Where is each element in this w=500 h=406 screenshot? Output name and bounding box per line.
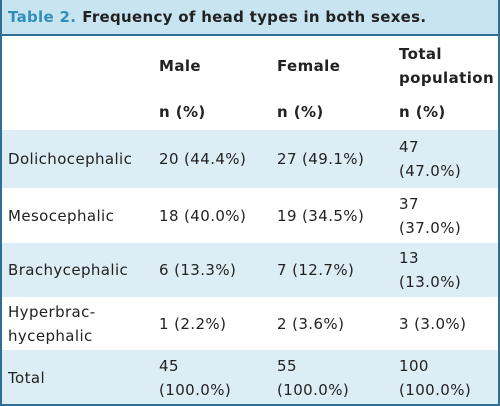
table-cell: 1 (2.2%) — [159, 314, 227, 333]
table-cell: 20 (44.4%) — [159, 150, 247, 168]
row-label: Total — [8, 369, 46, 387]
table-cell: 19 (34.5%) — [277, 206, 365, 225]
table-cell: 7 (12.7%) — [277, 261, 355, 279]
table-row: Dolichocephalic 20 (44.4%) 27 (49.1%) 47 (4… — [2, 130, 498, 188]
column-unit: n (%) — [159, 103, 206, 121]
table-title: Frequency of head types in both sexes. — [82, 8, 427, 26]
column-header: Male — [159, 57, 201, 75]
column-header: Total population — [399, 45, 495, 87]
unit-row: n (%) n (%) n (%) — [2, 94, 498, 130]
table-label: Table 2. — [8, 8, 77, 26]
table-row: Brachycephalic 6 (13.3%) 7 (12.7%) 13 (13.0… — [2, 243, 498, 297]
table-cell: 6 (13.3%) — [159, 261, 237, 279]
table-cell: 18 (40.0%) — [159, 206, 247, 225]
table-cell: 37 (37.0%) — [399, 194, 462, 237]
row-label: Mesocephalic — [8, 206, 115, 225]
table-cell: 13 (13.0%) — [399, 249, 462, 291]
table-cell: 47 (47.0%) — [399, 138, 462, 180]
table-cell: 55 (100.0%) — [277, 357, 350, 399]
header-row: Male Female Total population — [2, 38, 498, 94]
row-label: Brachycephalic — [8, 261, 129, 279]
column-header: Female — [277, 57, 341, 75]
column-unit: n (%) — [399, 103, 446, 121]
table-cell: 3 (3.0%) — [399, 314, 467, 333]
table-row: Hyperbrac- hycephalic 1 (2.2%) 2 (3.6%) 3 (… — [2, 297, 498, 350]
table-row: Mesocephalic 18 (40.0%) 19 (34.5%) 37 (37.0… — [2, 188, 498, 243]
table-cell: 45 (100.0%) — [159, 357, 232, 399]
row-label: Dolichocephalic — [8, 150, 133, 168]
title-bar: Table 2. Frequency of head types in both… — [2, 0, 498, 36]
table-cell: 2 (3.6%) — [277, 314, 345, 333]
table-row: Total 45 (100.0%) 55 (100.0%) 100 (100.0%) — [2, 350, 498, 404]
table-cell: 100 (100.0%) — [399, 357, 472, 399]
row-label: Hyperbrac- hycephalic — [8, 302, 96, 345]
table-cell: 27 (49.1%) — [277, 150, 365, 168]
column-unit: n (%) — [277, 103, 324, 121]
